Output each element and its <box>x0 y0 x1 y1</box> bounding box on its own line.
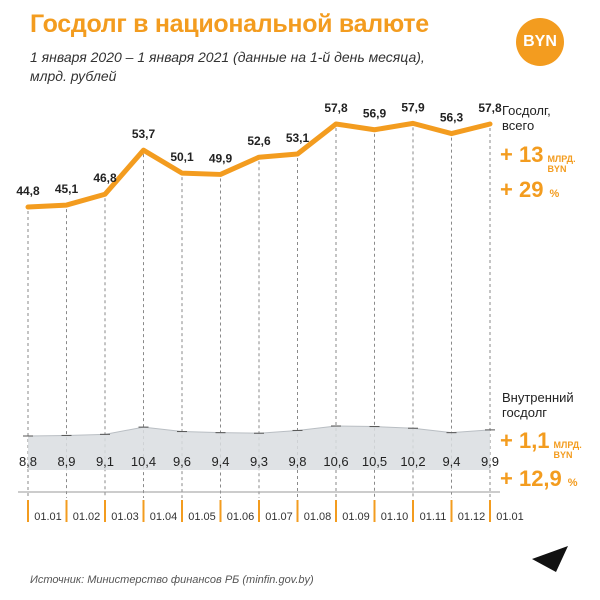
total-debt-percent: + 29 % <box>500 177 559 203</box>
total-debt-value-label: 49,9 <box>209 151 233 165</box>
total-debt-value-label: 56,9 <box>363 107 387 121</box>
internal-debt-value-label: 10,6 <box>323 454 348 469</box>
currency-badge: BYN <box>516 18 564 66</box>
total-debt-value-label: 53,1 <box>286 131 310 145</box>
internal-debt-label: Внутренний госдолг <box>502 390 574 420</box>
date-tick <box>65 500 68 522</box>
internal-debt-value-label: 9,3 <box>250 454 268 469</box>
internal-debt-percent: + 12,9 % <box>500 466 578 492</box>
date-tick <box>142 500 145 522</box>
date-tick <box>104 500 106 522</box>
total-debt-value-label: 53,7 <box>132 127 156 141</box>
date-tick <box>412 500 414 522</box>
date-label: 01.01 <box>496 511 524 523</box>
internal-debt-value-label: 8,8 <box>19 454 37 469</box>
total-delta-unit-line-1: МЛРД. <box>547 154 576 164</box>
date-label: 01.05 <box>188 511 216 523</box>
internal-debt-label-line-2: госдолг <box>502 405 548 420</box>
date-label: 01.10 <box>381 511 409 523</box>
internal-debt-percent-value: + 12,9 <box>500 466 562 491</box>
total-debt-value-label: 44,8 <box>16 184 40 198</box>
date-label: 01.12 <box>458 511 486 523</box>
date-tick <box>335 500 337 522</box>
date-tick <box>296 500 299 522</box>
date-tick <box>181 500 183 522</box>
sputnik-logo-icon <box>532 546 568 572</box>
internal-debt-value-label: 9,6 <box>173 454 191 469</box>
internal-debt-delta-value: + 1,1 <box>500 428 550 453</box>
internal-debt-value-label: 9,4 <box>442 454 460 469</box>
internal-debt-area <box>28 426 490 470</box>
total-debt-percent-unit: % <box>549 188 560 200</box>
date-label: 01.01 <box>34 511 62 523</box>
total-debt-value-label: 52,6 <box>247 134 271 148</box>
total-delta-unit-line-2: BYN <box>547 164 567 174</box>
internal-debt-delta-unit: МЛРД. BYN <box>554 440 582 460</box>
internal-debt-value-label: 9,1 <box>96 454 114 469</box>
subtitle-line-1: 1 января 2020 – 1 января 2021 (данные на… <box>30 49 425 65</box>
internal-debt-label-line-1: Внутренний <box>502 390 574 405</box>
internal-debt-value-label: 9,8 <box>288 454 306 469</box>
date-label: 01.11 <box>420 511 447 523</box>
total-debt-value-label: 46,8 <box>93 171 117 185</box>
total-debt-value-label: 57,9 <box>401 100 425 114</box>
date-label: 01.06 <box>227 511 255 523</box>
internal-debt-value-label: 8,9 <box>57 454 75 469</box>
date-tick <box>489 500 491 522</box>
total-debt-value-label: 57,8 <box>324 101 348 115</box>
sputnik-logo <box>528 544 572 574</box>
source-note: Источник: Министерство финансов РБ (minf… <box>30 574 314 586</box>
total-debt-delta: + 13 МЛРД. BYN <box>500 142 576 174</box>
date-label: 01.07 <box>265 511 293 523</box>
date-label: 01.03 <box>111 511 139 523</box>
total-debt-line <box>25 120 493 210</box>
date-tick <box>373 500 376 522</box>
date-tick <box>450 500 453 522</box>
internal-debt-delta: + 1,1 МЛРД. BYN <box>500 428 582 460</box>
date-label: 01.08 <box>304 511 332 523</box>
internal-debt-value-label: 9,4 <box>211 454 229 469</box>
internal-debt-value-label: 10,2 <box>400 454 425 469</box>
total-debt-value-label: 57,8 <box>478 101 502 115</box>
date-label: 01.04 <box>150 511 178 523</box>
internal-delta-unit-line-1: МЛРД. <box>553 440 582 450</box>
total-debt-value-label: 50,1 <box>170 150 194 164</box>
internal-debt-value-label: 10,5 <box>362 454 387 469</box>
total-debt-label: Госдолг, всего <box>502 103 551 133</box>
total-debt-label-line-2: всего <box>502 118 535 133</box>
date-tick <box>27 500 29 522</box>
total-debt-delta-unit: МЛРД. BYN <box>547 154 575 174</box>
date-label: 01.02 <box>73 511 101 523</box>
total-debt-percent-value: + 29 <box>500 177 544 202</box>
subtitle-line-2: млрд. рублей <box>30 68 117 84</box>
total-debt-value-label: 56,3 <box>440 111 464 125</box>
total-debt-value-label: 45,1 <box>55 182 79 196</box>
internal-delta-unit-line-2: BYN <box>553 450 573 460</box>
chart-subtitle: 1 января 2020 – 1 января 2021 (данные на… <box>30 48 450 86</box>
date-tick <box>258 500 260 522</box>
total-debt-delta-value: + 13 <box>500 142 544 167</box>
internal-debt-percent-unit: % <box>567 477 578 489</box>
page-title: Госдолг в национальной валюте <box>30 10 429 38</box>
date-label: 01.09 <box>342 511 370 523</box>
internal-debt-value-label: 9,9 <box>481 454 499 469</box>
internal-debt-value-label: 10,4 <box>131 454 156 469</box>
date-tick <box>219 500 222 522</box>
total-debt-label-line-1: Госдолг, <box>502 103 551 118</box>
